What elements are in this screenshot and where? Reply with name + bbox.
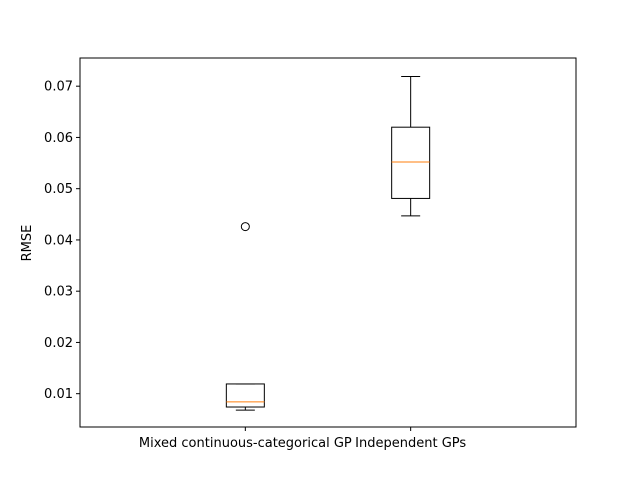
- y-tick-label: 0.05: [44, 182, 73, 197]
- axes-frame: [79, 57, 577, 428]
- y-tick-label: 0.02: [44, 336, 73, 351]
- x-tick-label: Mixed continuous-categorical GP: [139, 436, 352, 451]
- y-axis-label: RMSE: [20, 225, 35, 262]
- y-tick-label: 0.07: [44, 80, 73, 95]
- y-tick-label: 0.03: [44, 285, 73, 300]
- outlier-point: [240, 222, 250, 232]
- x-tick-label: Independent GPs: [355, 436, 466, 451]
- y-tick-label: 0.06: [44, 131, 73, 146]
- box-iqr: [391, 126, 431, 199]
- box-iqr: [225, 383, 265, 408]
- plot-area: 0.01 0.02 0.03 0.04 0.05 0.06 0.07 Mixed contin…: [44, 57, 577, 451]
- y-tick-label: 0.01: [44, 387, 73, 402]
- y-tick-label: 0.04: [44, 233, 73, 248]
